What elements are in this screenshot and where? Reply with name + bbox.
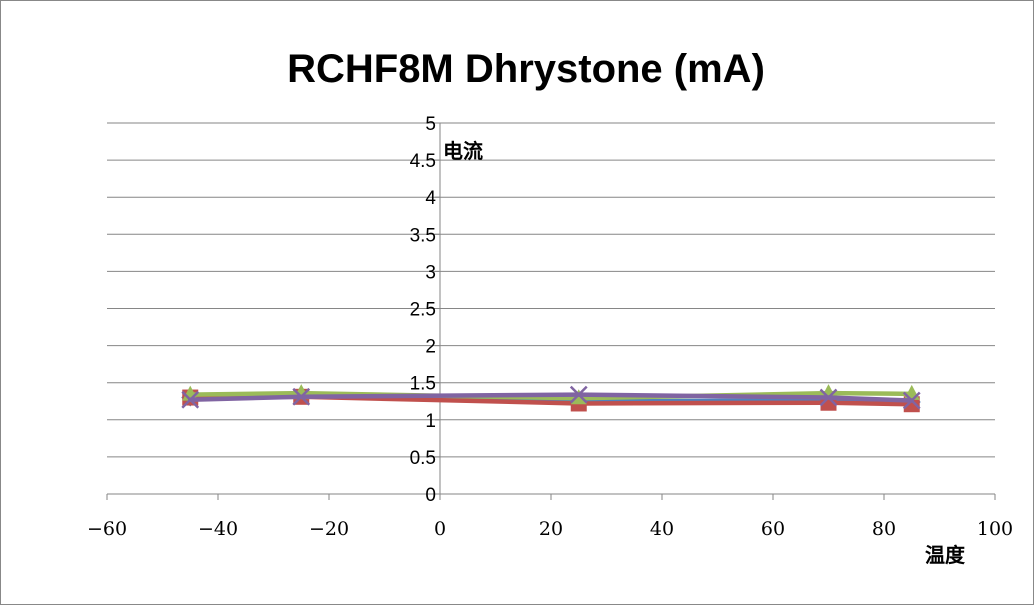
data-point-stroke [819, 388, 838, 407]
data-point-stroke [181, 390, 200, 409]
x-tick-label: 100 [977, 518, 1013, 540]
y-tick-label: 3 [425, 262, 436, 283]
x-axis-label: 温度 [925, 543, 966, 567]
x-tick-label: 80 [872, 518, 896, 540]
y-tick-label: 1 [425, 411, 436, 432]
gridlines [107, 122, 995, 458]
y-tick-label: 4.5 [410, 151, 436, 172]
plot-area [181, 384, 921, 413]
x-tick-label: 60 [761, 518, 785, 540]
data-point-stroke [902, 391, 921, 410]
data-point [181, 390, 200, 409]
y-tick-label: 2 [425, 337, 436, 358]
y-tick-label: 1.5 [410, 374, 436, 395]
x-tick-label: 0 [434, 518, 446, 540]
y-tick-label: 4 [425, 188, 436, 209]
y-tick-label: 5 [425, 114, 436, 135]
data-point [902, 391, 921, 410]
chart-title: RCHF8M Dhrystone (mA) [287, 47, 765, 91]
x-tick-label: 20 [539, 518, 563, 540]
x-tick-label: 40 [650, 518, 674, 540]
y-tick-label: 2.5 [410, 300, 436, 321]
x-tick-label: −40 [198, 518, 238, 540]
data-point [819, 388, 838, 407]
y-tick-label: 3.5 [410, 225, 436, 246]
series-x [181, 385, 921, 410]
x-tick-label: −20 [309, 518, 349, 540]
y-axis-label: 电流 [443, 139, 483, 163]
x-tick-label: −60 [87, 518, 127, 540]
y-tick-label: 0 [425, 485, 436, 506]
y-tick-label: 0.5 [410, 448, 436, 469]
x-tick-labels: −60 −40 −20 0 20 40 60 80 100 [87, 518, 1013, 540]
data-point-stroke [292, 387, 311, 406]
data-point [569, 385, 588, 404]
data-point [292, 387, 311, 406]
axes [106, 122, 996, 500]
data-point-stroke [569, 385, 588, 404]
y-tick-labels: 0 0.5 1 1.5 2 2.5 3 3.5 4 4.5 5 [410, 114, 437, 506]
